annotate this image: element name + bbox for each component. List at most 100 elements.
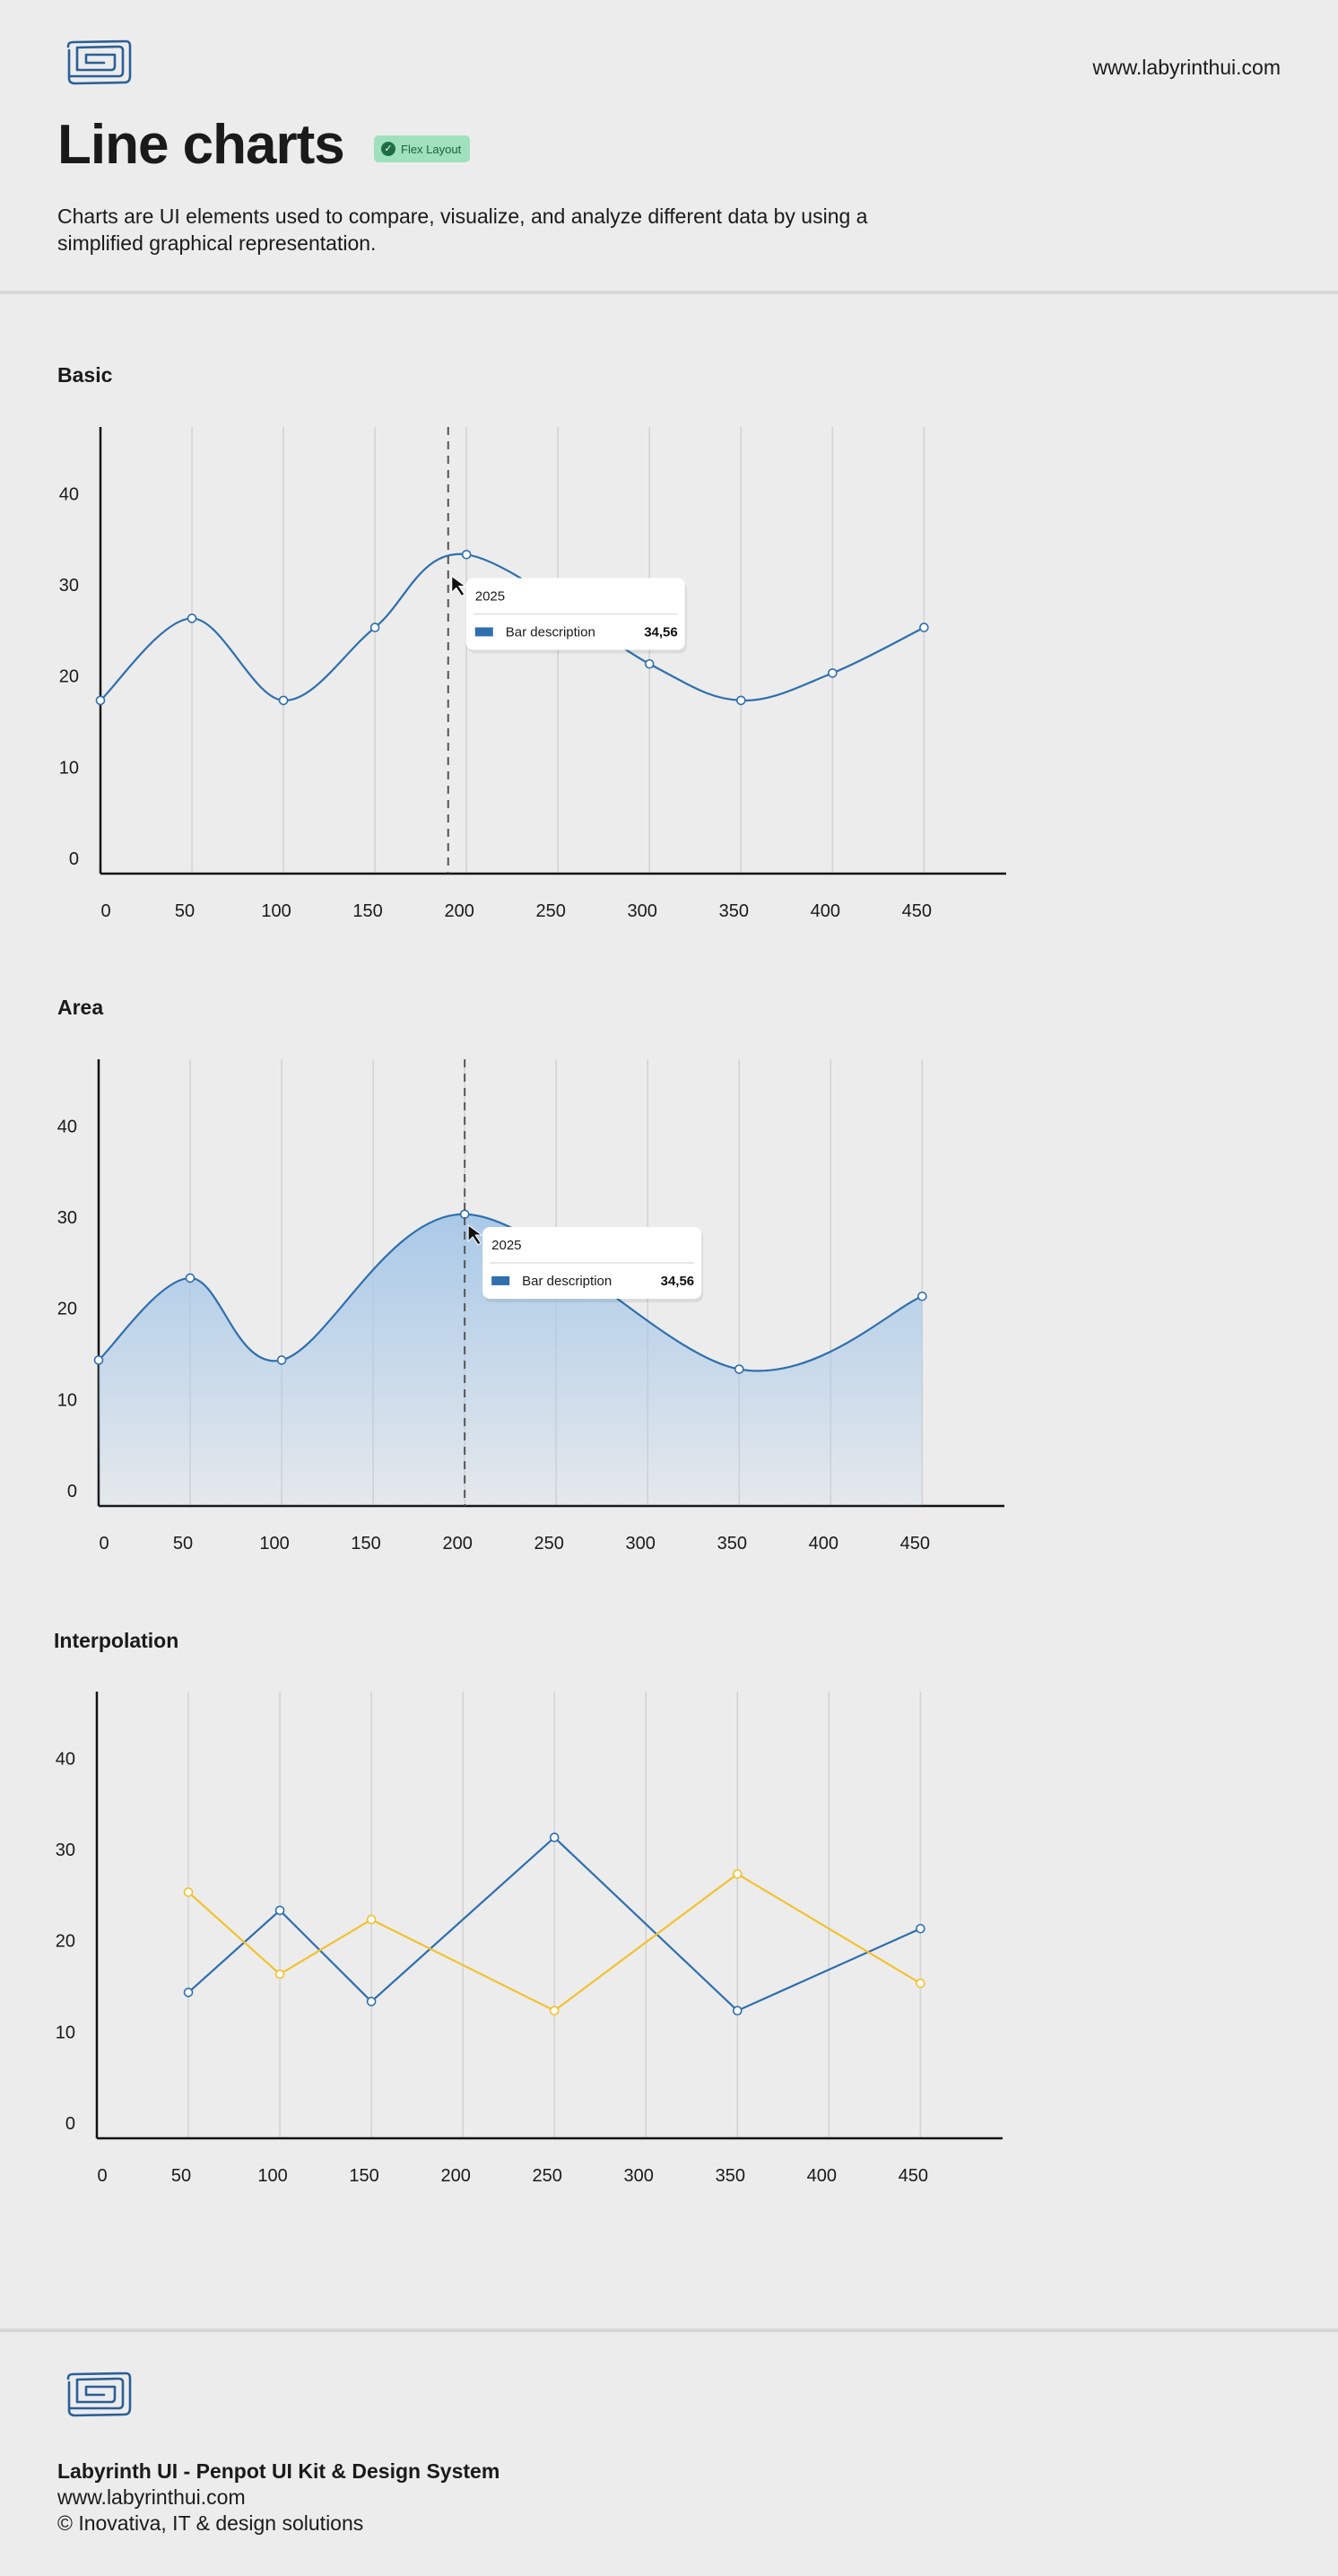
cursor-icon (451, 575, 467, 597)
data-point (278, 695, 289, 706)
data-point (919, 622, 929, 632)
cursor-icon (467, 1223, 483, 1246)
x-tick-label: 0 (100, 901, 110, 921)
data-point (274, 1969, 285, 1980)
x-tick-label: 250 (534, 1534, 564, 1553)
x-tick-label: 450 (900, 1534, 930, 1553)
data-point (734, 1364, 744, 1374)
x-tick-label: 150 (351, 1534, 380, 1553)
data-point (366, 1914, 377, 1925)
y-tick-label: 30 (59, 576, 79, 596)
page-footer: Labyrinth UI - Penpot UI Kit & Design Sy… (0, 2328, 1338, 2576)
x-tick-label: 400 (811, 901, 840, 921)
labyrinth-logo-icon[interactable] (65, 2371, 133, 2418)
x-tick-label: 450 (902, 901, 932, 921)
y-tick-label: 0 (65, 2114, 75, 2134)
data-point (549, 1832, 560, 1842)
x-tick-label: 400 (807, 2166, 837, 2186)
x-tick-label: 250 (533, 2166, 562, 2186)
series-line (187, 1872, 921, 2013)
data-point (732, 2006, 743, 2016)
tooltip-swatch (474, 627, 493, 637)
section-title-area: Area (57, 996, 104, 1019)
tooltip-year: 2025 (475, 588, 505, 604)
x-tick-label: 350 (717, 1534, 747, 1553)
series-line (187, 1836, 921, 2013)
x-tick-label: 0 (99, 1534, 109, 1553)
data-point (369, 622, 380, 632)
data-point (274, 1905, 285, 1916)
data-point (185, 1273, 195, 1284)
y-tick-label: 30 (56, 1841, 75, 1860)
data-point (549, 2006, 560, 2016)
data-point (95, 695, 106, 706)
section-title-basic: Basic (57, 363, 113, 387)
tooltip-label: Bar description (506, 624, 595, 640)
area-chart: 0 10 20 30 40 0 50 100 150 200 250 300 350 400 450 2025… (0, 1045, 1338, 1619)
x-tick-label: 50 (171, 2166, 191, 2186)
x-tick-label: 400 (809, 1534, 838, 1553)
x-tick-label: 0 (97, 2166, 107, 2186)
data-point (276, 1355, 287, 1365)
x-tick-label: 300 (628, 901, 657, 921)
y-tick-label: 10 (57, 1390, 77, 1410)
x-tick-label: 200 (444, 901, 474, 921)
y-tick-label: 20 (56, 1932, 75, 1952)
y-tick-label: 30 (57, 1208, 77, 1228)
data-point (93, 1355, 104, 1365)
data-point (916, 1923, 925, 1934)
interpolation-chart: 0 10 20 30 40 0 50 100 150 200 250 300 350 400 450 (0, 1677, 1338, 2251)
area-fill (99, 1214, 923, 1506)
page-title: Line charts (57, 114, 345, 176)
x-tick-label: 100 (257, 2166, 287, 2186)
y-tick-label: 40 (59, 484, 79, 504)
footer-copyright: © Inovativa, IT & design solutions (57, 2511, 364, 2535)
x-tick-label: 100 (259, 1534, 289, 1553)
badge-label: Flex Layout (401, 142, 462, 156)
x-tick-label: 50 (173, 1534, 193, 1553)
y-tick-label: 40 (57, 1117, 77, 1136)
data-point (644, 658, 655, 669)
x-tick-label: 250 (536, 901, 566, 921)
tooltip-label: Bar description (522, 1274, 612, 1289)
data-point (916, 1978, 925, 1989)
data-point (732, 1868, 743, 1879)
tooltip-year: 2025 (491, 1238, 521, 1253)
y-tick-label: 20 (57, 1300, 77, 1319)
x-tick-label: 100 (261, 901, 291, 921)
y-tick-label: 10 (56, 2023, 75, 2042)
status-badge: ✓ Flex Layout (374, 135, 471, 162)
y-tick-label: 20 (59, 667, 79, 687)
footer-url[interactable]: www.labyrinthui.com (57, 2485, 246, 2509)
data-point (187, 614, 197, 623)
basic-line-chart: 0 10 20 30 40 0 50 100 150 200 250 300 350 400 450 2025… (0, 413, 1338, 987)
data-point (183, 1988, 194, 1997)
data-point (366, 1997, 377, 2006)
x-tick-label: 350 (719, 901, 749, 921)
x-tick-label: 450 (899, 2166, 928, 2186)
section-title-interpolation: Interpolation (54, 1629, 179, 1652)
footer-title: Labyrinth UI - Penpot UI Kit & Design Sy… (57, 2459, 500, 2483)
x-tick-label: 200 (440, 2166, 470, 2186)
data-point (459, 1209, 470, 1220)
data-point (183, 1887, 194, 1897)
page-header: www.labyrinthui.com Line charts ✓ Flex L… (0, 0, 1338, 294)
x-tick-label: 300 (626, 1534, 656, 1553)
x-tick-label: 150 (352, 901, 382, 921)
y-tick-label: 40 (56, 1749, 75, 1769)
y-tick-label: 10 (59, 758, 79, 778)
tooltip-value: 34,56 (644, 624, 678, 640)
x-tick-label: 300 (624, 2166, 654, 2186)
y-tick-label: 0 (69, 849, 79, 869)
x-tick-label: 200 (442, 1534, 472, 1553)
data-point (461, 549, 472, 560)
x-tick-label: 150 (349, 2166, 378, 2186)
labyrinth-logo-icon[interactable] (65, 39, 133, 86)
data-point (735, 695, 746, 706)
data-point (917, 1291, 927, 1301)
site-url[interactable]: www.labyrinthui.com (1092, 56, 1281, 79)
x-tick-label: 350 (716, 2166, 745, 2186)
